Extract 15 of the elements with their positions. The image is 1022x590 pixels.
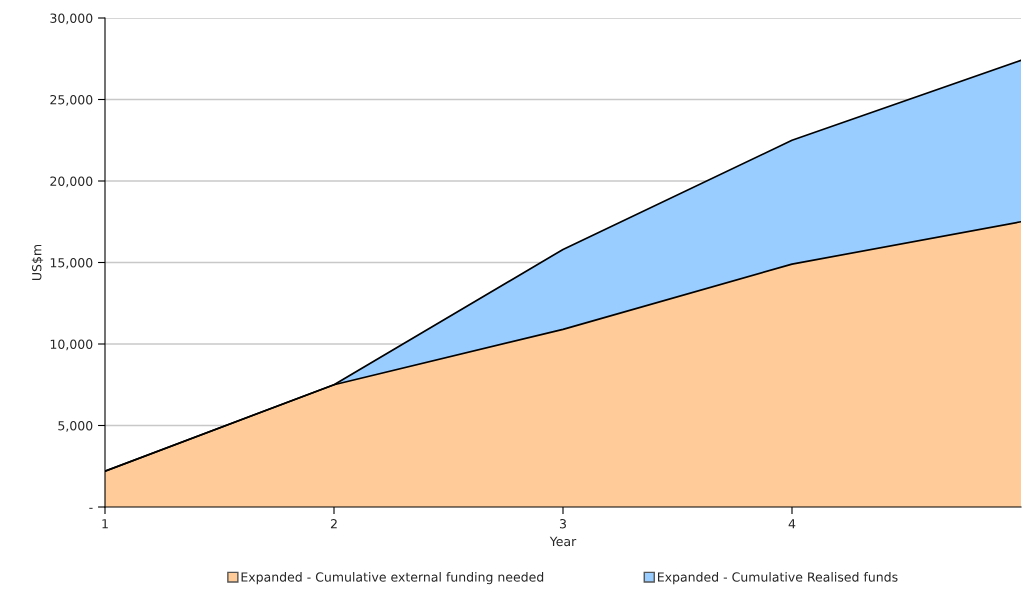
y-tick-label: 20,000 (50, 176, 93, 188)
legend-label: Expanded - Cumulative external funding needed (241, 572, 544, 585)
x-tick-label: 4 (788, 519, 796, 529)
x-tick-label: 2 (330, 519, 337, 529)
legend-label: Expanded - Cumulative Realised funds (658, 572, 898, 585)
y-axis-title: US$m (31, 244, 44, 281)
y-tick-label: 5,000 (58, 420, 93, 432)
x-tick-label: 3 (559, 519, 566, 529)
y-tick-label: 10,000 (50, 339, 93, 351)
y-tick-label: - (89, 507, 93, 509)
y-tick-label: 25,000 (50, 94, 93, 106)
y-tick-label: 15,000 (50, 257, 93, 269)
x-tick-label: 1 (102, 519, 108, 529)
x-axis-title: Year (549, 536, 577, 547)
y-tick-label: 30,000 (50, 13, 93, 25)
